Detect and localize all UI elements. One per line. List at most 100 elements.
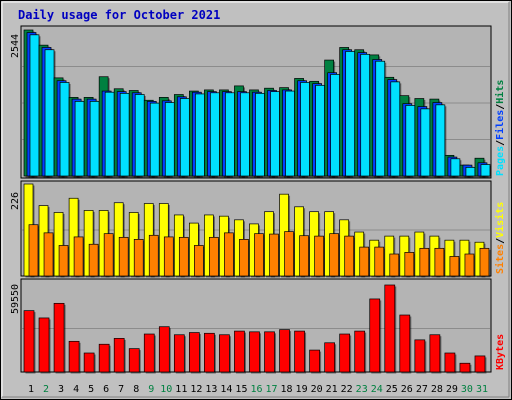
bar-pages-day-15 xyxy=(240,92,250,177)
bar-sites-day-31 xyxy=(479,247,490,277)
legend-visits: Visits xyxy=(494,202,506,238)
x-tick-label: 20 xyxy=(311,384,323,395)
bar-pages-day-14 xyxy=(225,92,235,177)
panel-hits-files-pages: 2544 Pages/Files/Hits xyxy=(10,25,506,179)
bar-kbytes-day-12 xyxy=(189,332,200,373)
bar-pages-day-23 xyxy=(360,53,371,177)
x-tick-label: 7 xyxy=(118,384,124,395)
bar-pages-day-8 xyxy=(134,94,145,177)
bar-sites-day-22 xyxy=(344,235,355,277)
bar-kbytes-day-16 xyxy=(249,331,260,373)
x-tick-label: 27 xyxy=(416,384,428,395)
bar-kbytes-day-22 xyxy=(339,333,351,373)
bar-pages-day-2 xyxy=(44,49,55,177)
bar-sites-day-9 xyxy=(148,234,159,277)
x-tick-label: 9 xyxy=(148,384,154,395)
bar-sites-day-7 xyxy=(118,236,129,277)
bar-sites-day-3 xyxy=(58,245,69,277)
bar-kbytes-day-29 xyxy=(444,352,456,373)
x-tick-label: 6 xyxy=(103,384,109,395)
y-max-label-hits-files-pages: 2544 xyxy=(10,34,21,58)
bar-pages-day-7 xyxy=(119,93,130,177)
bar-pages-day-17 xyxy=(270,91,280,177)
bar-kbytes-day-24 xyxy=(369,298,381,373)
bar-visits-day-3 xyxy=(53,212,64,277)
bar-pages-day-24 xyxy=(375,60,386,177)
x-tick-label: 29 xyxy=(446,384,458,395)
x-axis-labels: 1 2 3 4 5 6 7 8 9 10 11 12 13 14 15 16 17 18 19 20 21 22 23 24 2… xyxy=(28,384,488,395)
bar-sites-day-26 xyxy=(404,252,415,277)
bar-pages-day-25 xyxy=(390,81,401,177)
bar-pages-day-19 xyxy=(300,82,310,177)
panel-visits-sites: 226 Sites/Visits xyxy=(10,180,506,278)
x-tick-label: 13 xyxy=(205,384,217,395)
x-tick-label: 31 xyxy=(476,384,488,395)
bar-kbytes-day-9 xyxy=(143,333,155,373)
bar-kbytes-day-6 xyxy=(98,343,110,373)
y-max-label-visits-sites: 226 xyxy=(10,192,21,210)
bar-kbytes-day-11 xyxy=(173,334,185,373)
legend-separator: / xyxy=(495,104,506,110)
bar-sites-day-25 xyxy=(389,253,400,277)
bar-kbytes-day-17 xyxy=(264,331,275,373)
x-tick-label: 3 xyxy=(58,384,64,395)
bar-pages-day-26 xyxy=(405,105,416,177)
bar-pages-day-13 xyxy=(210,92,220,177)
bar-sites-day-12 xyxy=(194,245,204,277)
bar-visits-day-5 xyxy=(83,210,94,277)
bar-kbytes-day-26 xyxy=(399,314,411,373)
bar-sites-day-28 xyxy=(434,247,445,277)
x-tick-label: 1 xyxy=(28,384,34,395)
bar-pages-day-27 xyxy=(420,108,431,177)
bar-pages-day-4 xyxy=(74,101,85,177)
bar-kbytes-day-18 xyxy=(279,329,290,373)
x-tick-label: 22 xyxy=(341,384,353,395)
bar-pages-day-3 xyxy=(59,82,70,177)
panel-kbytes: 59550 KBytes xyxy=(10,278,506,374)
bar-pages-day-29 xyxy=(450,158,461,177)
bar-kbytes-day-27 xyxy=(414,339,426,373)
bar-sites-day-2 xyxy=(43,232,54,277)
bar-sites-day-23 xyxy=(359,246,370,277)
bar-kbytes-day-31 xyxy=(474,355,486,373)
bar-pages-day-6 xyxy=(104,91,115,177)
bar-pages-day-22 xyxy=(345,51,356,177)
bar-pages-day-10 xyxy=(164,102,175,177)
bar-pages-day-9 xyxy=(149,102,160,177)
legend-files: Files xyxy=(494,110,506,140)
bar-kbytes-day-14 xyxy=(219,334,230,373)
bar-pages-day-20 xyxy=(315,84,325,177)
legend-separator: / xyxy=(495,238,506,244)
bar-sites-day-6 xyxy=(103,233,114,277)
bar-sites-day-18 xyxy=(284,231,294,277)
bar-sites-day-29 xyxy=(449,256,460,277)
bar-pages-day-11 xyxy=(179,98,190,177)
bar-kbytes-day-8 xyxy=(128,348,140,373)
bar-sites-day-8 xyxy=(133,239,144,277)
bar-sites-day-24 xyxy=(374,246,385,277)
bar-sites-day-1 xyxy=(28,224,39,277)
x-tick-label: 4 xyxy=(73,384,79,395)
x-tick-label: 25 xyxy=(386,384,398,395)
x-tick-label: 30 xyxy=(461,384,473,395)
bar-sites-day-17 xyxy=(269,233,279,277)
bar-sites-day-30 xyxy=(464,253,475,277)
x-tick-label: 8 xyxy=(133,384,139,395)
chart-title: Daily usage for October 2021 xyxy=(18,8,221,22)
bar-sites-day-16 xyxy=(254,233,264,277)
bar-pages-day-12 xyxy=(195,93,205,177)
x-tick-label: 21 xyxy=(326,384,338,395)
bar-kbytes-day-20 xyxy=(309,349,320,373)
x-tick-label: 17 xyxy=(265,384,277,395)
bar-kbytes-day-21 xyxy=(324,342,335,373)
x-tick-label: 14 xyxy=(220,384,232,395)
legend-hits-files-pages: Pages/Files/Hits xyxy=(494,80,506,176)
bar-kbytes-day-15 xyxy=(234,330,245,373)
legend-visits-sites: Sites/Visits xyxy=(494,202,506,274)
bar-sites-day-20 xyxy=(314,235,324,277)
legend-separator: / xyxy=(495,140,506,146)
bar-sites-day-15 xyxy=(239,239,249,277)
bar-sites-day-4 xyxy=(73,236,84,277)
legend-kbytes: KBytes xyxy=(495,334,506,370)
bar-sites-day-19 xyxy=(299,235,309,277)
